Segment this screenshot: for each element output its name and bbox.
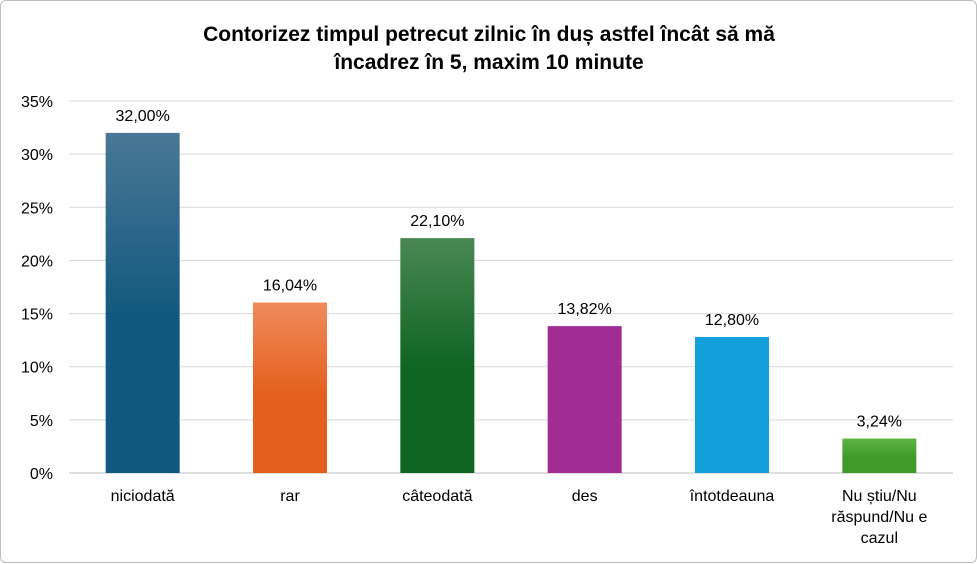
bar [842, 438, 917, 473]
y-tick-label: 35% [21, 94, 53, 111]
data-labels: 32,00% 16,04% 22,10% 13,82% 12,80% 3,24% [116, 108, 902, 431]
bars [105, 132, 917, 473]
bar [547, 326, 622, 473]
chart-title-line-2: încadrez în 5, maxim 10 minute [333, 51, 643, 74]
category-label: Nu știu/Nu [842, 488, 917, 505]
bar [400, 238, 475, 473]
y-tick-label: 30% [21, 147, 53, 164]
category-label: cazul [861, 530, 898, 547]
chart-title: Contorizez timpul petrecut zilnic în duș… [203, 23, 775, 74]
category-label: întotdeauna [689, 488, 775, 505]
data-label: 22,10% [410, 213, 464, 230]
data-label: 12,80% [705, 312, 759, 329]
category-label: câteodată [402, 488, 472, 505]
chart-title-line-1: Contorizez timpul petrecut zilnic în duș… [203, 23, 775, 46]
bar [105, 132, 180, 473]
category-labels: niciodată rar câteodată des întotdeauna Nu șt… [111, 488, 928, 547]
category-label: niciodată [111, 488, 175, 505]
gridlines [69, 100, 953, 474]
category-label: rar [280, 488, 300, 505]
bar [695, 336, 769, 473]
data-label: 13,82% [558, 301, 612, 318]
y-tick-label: 25% [21, 200, 53, 217]
y-tick-label: 10% [21, 360, 53, 377]
y-tick-label: 15% [21, 307, 53, 324]
category-label: răspund/Nu e [831, 509, 927, 526]
data-label: 16,04% [263, 278, 317, 295]
y-tick-label: 0% [30, 466, 53, 483]
y-tick-label: 20% [21, 253, 53, 270]
data-label: 3,24% [857, 414, 902, 431]
category-label: des [572, 488, 598, 505]
y-tick-label: 5% [30, 413, 53, 430]
data-label: 32,00% [116, 108, 170, 125]
y-axis-ticks: 0% 5% 10% 15% 20% 25% 30% 35% [21, 94, 53, 483]
bar [253, 302, 327, 473]
